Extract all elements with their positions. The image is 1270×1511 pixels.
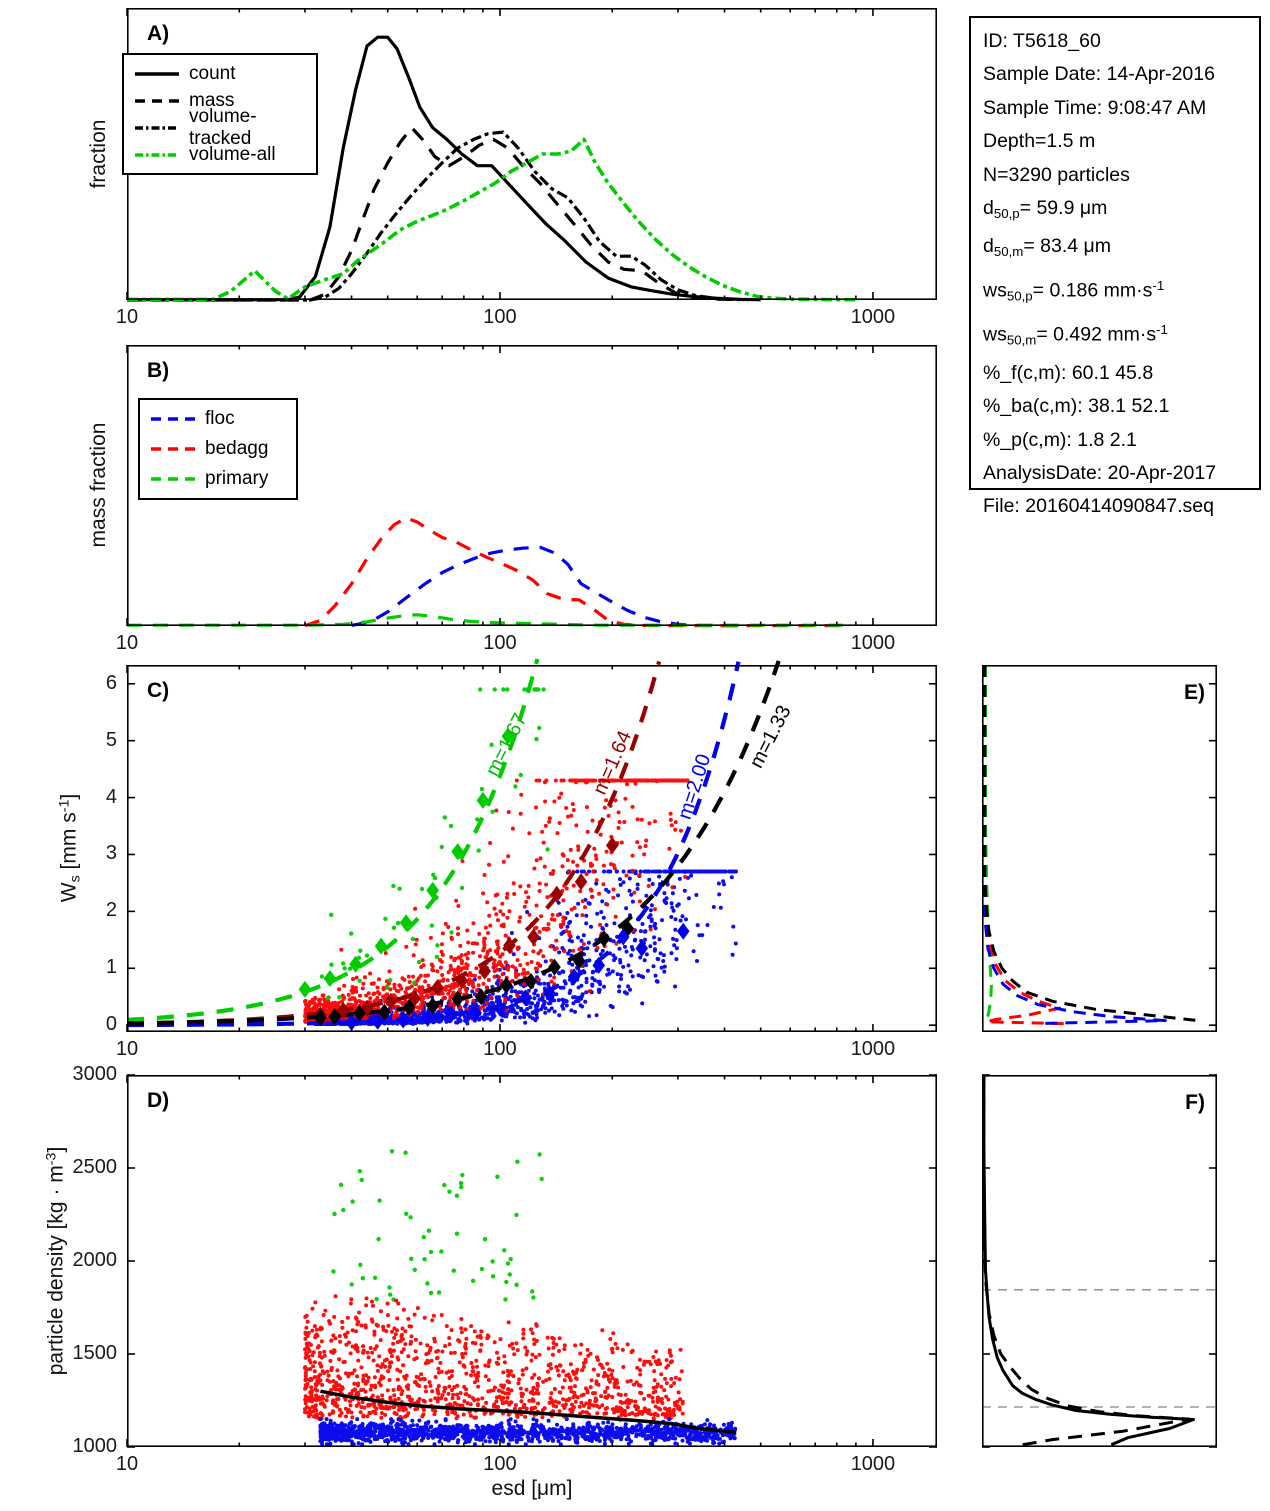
legend-label: count xyxy=(189,62,236,84)
legend-label: volume-all xyxy=(189,143,276,165)
tick-label: 3000 xyxy=(72,1063,118,1085)
info-line: ws50,m= 0.492 mm·s-1 xyxy=(983,321,1168,348)
info-line: File: 20160414090847.seq xyxy=(983,495,1214,518)
tick-label: 100 xyxy=(483,1453,517,1475)
panel-d-particle-density xyxy=(126,1074,938,1448)
info-line: d50,p= 59.9 μm xyxy=(983,197,1108,221)
scatter-floc xyxy=(318,1417,738,1447)
info-line: %_f(c,m): 60.1 45.8 xyxy=(983,361,1154,384)
info-box: ID: T5618_60 Sample Date: 14-Apr-2016 Samp… xyxy=(969,16,1261,517)
panel-e-letter: E) xyxy=(1184,681,1205,704)
legend-item-count: count xyxy=(124,60,316,87)
legend-item-volume-tracked: volume-tracked xyxy=(124,106,316,149)
panel-f-plot xyxy=(982,1074,1217,1448)
tick-label: 3 xyxy=(105,842,117,865)
panel-c-plot xyxy=(126,658,938,1032)
tick-label: 10 xyxy=(115,632,139,654)
legend-label: floc xyxy=(205,408,235,429)
info-line: ws50,p= 0.186 mm·s-1 xyxy=(983,277,1165,304)
info-line: Depth=1.5 m xyxy=(983,130,1096,153)
panel-c-settling-velocity xyxy=(126,658,938,1032)
legend-label: mass xyxy=(189,89,235,111)
tick-label: 2500 xyxy=(72,1156,118,1178)
legend-label: bedagg xyxy=(205,438,269,459)
legend-line-sample xyxy=(135,98,179,103)
tick-label: 2 xyxy=(105,899,117,922)
legend-panel-a: count mass volume-tracked volume-all xyxy=(122,53,318,175)
tick-label: 1000 xyxy=(850,1453,896,1475)
tick-label: 100 xyxy=(483,306,517,328)
info-line: AnalysisDate: 20-Apr-2017 xyxy=(983,462,1217,484)
legend-panel-b: floc bedagg primary xyxy=(138,398,298,500)
info-line: Sample Time: 9:08:47 AM xyxy=(983,96,1207,119)
axis-label-esd: esd [μm] xyxy=(491,1477,573,1500)
tick-label: 2000 xyxy=(72,1249,118,1271)
tick-label: 6 xyxy=(105,671,117,694)
tick-label: 1000 xyxy=(72,1435,118,1457)
tick-label: 1000 xyxy=(850,1038,896,1060)
tick-label: 1000 xyxy=(850,306,896,328)
legend-line-sample xyxy=(151,417,195,421)
legend-item-bedagg: bedagg xyxy=(140,434,296,464)
tick-label: 1500 xyxy=(72,1342,118,1364)
legend-item-mass: mass xyxy=(124,87,316,114)
legend-item-primary: primary xyxy=(140,464,296,494)
legend-line-sample xyxy=(135,125,179,130)
panel-e-plot xyxy=(982,665,1217,1032)
legend-label: volume-tracked xyxy=(189,105,257,149)
tick-label: 1 xyxy=(105,956,117,979)
legend-item-volume-all: volume-all xyxy=(124,141,316,168)
scatter-bedagg xyxy=(303,1294,685,1421)
legend-line-sample xyxy=(151,447,195,451)
info-line: %_p(c,m): 1.8 2.1 xyxy=(983,428,1137,451)
panel-b-plot xyxy=(126,345,938,628)
scatter-primary xyxy=(331,1149,544,1302)
tick-label: 10 xyxy=(115,1453,139,1475)
info-line: N=3290 particles xyxy=(983,163,1130,186)
tick-label: 1000 xyxy=(850,632,896,654)
panel-d-plot xyxy=(126,1074,938,1448)
panel-f-letter: F) xyxy=(1185,1091,1205,1114)
panel-d-letter: D) xyxy=(147,1089,170,1112)
legend-label: primary xyxy=(205,468,269,489)
tick-label: 4 xyxy=(105,785,117,808)
panel-b-letter: B) xyxy=(147,359,170,382)
legend-line-sample xyxy=(135,152,179,157)
tick-label: 10 xyxy=(115,1038,139,1060)
info-line: ID: T5618_60 xyxy=(983,30,1101,52)
axis-label-mass-fraction: mass fraction xyxy=(87,422,110,548)
legend-line-sample xyxy=(151,477,195,481)
panel-f-density-profile xyxy=(982,1074,1217,1448)
info-line: Sample Date: 14-Apr-2016 xyxy=(983,63,1215,86)
legend-line-sample xyxy=(135,71,179,76)
tick-label: 100 xyxy=(483,632,517,654)
info-line: d50,m= 83.4 μm xyxy=(983,235,1111,260)
tick-label: 5 xyxy=(105,728,117,751)
panel-a-letter: A) xyxy=(147,22,170,45)
panel-e-ws-profile xyxy=(982,665,1217,1032)
info-line: %_ba(c,m): 38.1 52.1 xyxy=(983,395,1170,418)
tick-label: 100 xyxy=(483,1038,517,1060)
legend-item-floc: floc xyxy=(140,404,296,434)
panel-b-mass-fraction xyxy=(126,345,938,628)
axis-label-fraction: fraction xyxy=(87,119,110,189)
tick-label: 0 xyxy=(105,1013,117,1036)
panel-c-letter: C) xyxy=(147,679,170,702)
tick-label: 10 xyxy=(115,306,139,328)
